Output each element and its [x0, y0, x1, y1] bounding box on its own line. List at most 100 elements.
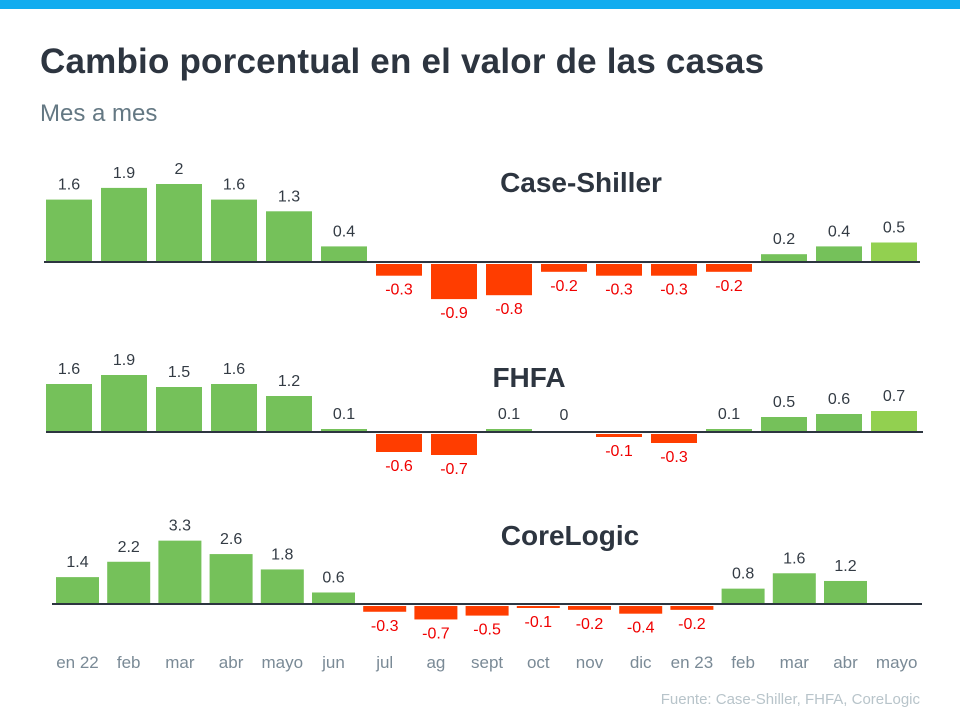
data-label: 0.7 — [883, 388, 905, 405]
data-label: -0.1 — [525, 614, 553, 631]
bar-ag-7 — [431, 434, 477, 455]
data-label: 1.3 — [278, 188, 300, 205]
month-tick-label: mayo — [876, 653, 918, 672]
bar-abr-3 — [209, 554, 253, 604]
month-tick-label: en 22 — [56, 653, 99, 672]
bar-abr-3 — [211, 199, 257, 262]
bar-en-23-12 — [706, 429, 752, 432]
bar-dic-11 — [619, 606, 663, 614]
bar-mar-2 — [156, 184, 202, 262]
bar-oct-9 — [541, 264, 587, 272]
month-tick-label: sept — [471, 653, 503, 672]
month-tick-label: mar — [165, 653, 195, 672]
data-label: 1.2 — [278, 373, 300, 390]
data-label: 0.1 — [498, 406, 520, 423]
data-label: -0.7 — [440, 461, 468, 478]
panel-case-shiller: Case-Shiller 1.6 1.9 2 1.6 1.3 0.4 -0.3 -0.9 -0.… — [44, 161, 920, 322]
data-label: 1.8 — [271, 546, 293, 563]
data-label: 0.6 — [828, 391, 850, 408]
data-label: 0.8 — [732, 566, 754, 583]
bar-mayo-4 — [266, 396, 312, 432]
month-tick-label: jun — [321, 653, 345, 672]
bar-jul-6 — [363, 606, 407, 612]
bar-mayo-4 — [266, 211, 312, 262]
bar-mar-14 — [816, 414, 862, 432]
panel-title-fhfa: FHFA — [492, 362, 565, 393]
panel-title-case-shiller: Case-Shiller — [500, 167, 662, 198]
month-axis-labels: en 22 feb mar abr mayo jun jul ag sept oct nov dic e… — [56, 653, 917, 672]
bar-jul-6 — [376, 264, 422, 276]
month-tick-label: abr — [219, 653, 244, 672]
page-subtitle: Mes a mes — [40, 100, 158, 127]
bar-dic-11 — [651, 264, 697, 276]
source-note: Fuente: Case-Shiller, FHFA, CoreLogic — [660, 691, 920, 708]
bar-sept-8 — [486, 429, 532, 432]
bar-en-22-0 — [46, 384, 92, 432]
bar-feb-1 — [101, 375, 147, 432]
bar-mar-14 — [816, 246, 862, 262]
data-label: 0.6 — [322, 569, 344, 586]
data-label: -0.1 — [605, 443, 633, 460]
bar-ag-7 — [431, 264, 477, 300]
bar-abr-15 — [824, 580, 867, 604]
bar-mar-2 — [158, 540, 202, 604]
month-tick-label: abr — [833, 653, 858, 672]
top-accent-bar — [0, 0, 960, 9]
data-label: 1.6 — [223, 361, 245, 378]
data-label: 0.1 — [718, 406, 740, 423]
data-label: -0.8 — [495, 301, 523, 318]
bar-nov-10 — [596, 264, 642, 276]
month-tick-label: en 23 — [671, 653, 714, 672]
month-tick-label: mayo — [262, 653, 304, 672]
data-label: 2.6 — [220, 531, 242, 548]
data-label: -0.2 — [550, 278, 578, 295]
month-tick-label: dic — [630, 653, 652, 672]
bar-jun-5 — [312, 592, 355, 604]
bar-sept-8 — [486, 264, 532, 296]
bar-jun-5 — [321, 429, 367, 432]
data-label: -0.9 — [440, 305, 468, 322]
bar-sept-8 — [465, 606, 509, 616]
data-label: 0.4 — [828, 223, 850, 240]
bar-abr-15 — [871, 411, 917, 432]
data-label: 2 — [175, 161, 184, 178]
bar-feb-13 — [761, 254, 807, 262]
data-label: -0.7 — [422, 625, 450, 642]
data-label: 1.4 — [66, 554, 88, 571]
data-label: 1.6 — [58, 361, 80, 378]
data-label: -0.2 — [678, 616, 706, 633]
data-label: 0.5 — [773, 394, 795, 411]
data-label: -0.3 — [371, 618, 399, 635]
data-label: 1.6 — [223, 177, 245, 194]
month-tick-label: jul — [375, 653, 393, 672]
data-label: -0.2 — [576, 616, 604, 633]
panel-title-corelogic: CoreLogic — [501, 520, 639, 551]
data-label: -0.3 — [660, 282, 688, 299]
data-label: 0.4 — [333, 223, 355, 240]
data-label: -0.3 — [605, 282, 633, 299]
panel-corelogic: CoreLogic 1.4 2.2 3.3 2.6 1.8 0.6 -0.3 -0.7 -0.5… — [52, 518, 922, 642]
bar-mar-14 — [772, 573, 816, 604]
data-label: 1.9 — [113, 352, 135, 369]
data-label: -0.5 — [473, 622, 501, 639]
bar-en-23-12 — [706, 264, 752, 272]
bar-jun-5 — [321, 246, 367, 262]
bar-en-22-0 — [46, 199, 92, 262]
data-label: 0.2 — [773, 231, 795, 248]
month-tick-label: mar — [780, 653, 810, 672]
month-tick-label: feb — [731, 653, 755, 672]
bar-jul-6 — [376, 434, 422, 452]
data-label: 0.1 — [333, 406, 355, 423]
data-label: 1.9 — [113, 165, 135, 182]
data-label: -0.3 — [660, 449, 688, 466]
data-label: 0 — [560, 407, 569, 424]
month-tick-label: feb — [117, 653, 141, 672]
bar-oct-9 — [516, 606, 560, 608]
month-tick-label: nov — [576, 653, 604, 672]
bar-feb-13 — [761, 417, 807, 432]
bar-abr-15 — [871, 242, 917, 262]
bar-en-23-12 — [670, 606, 714, 610]
bar-mar-2 — [156, 387, 202, 432]
data-label: 2.2 — [118, 539, 140, 556]
